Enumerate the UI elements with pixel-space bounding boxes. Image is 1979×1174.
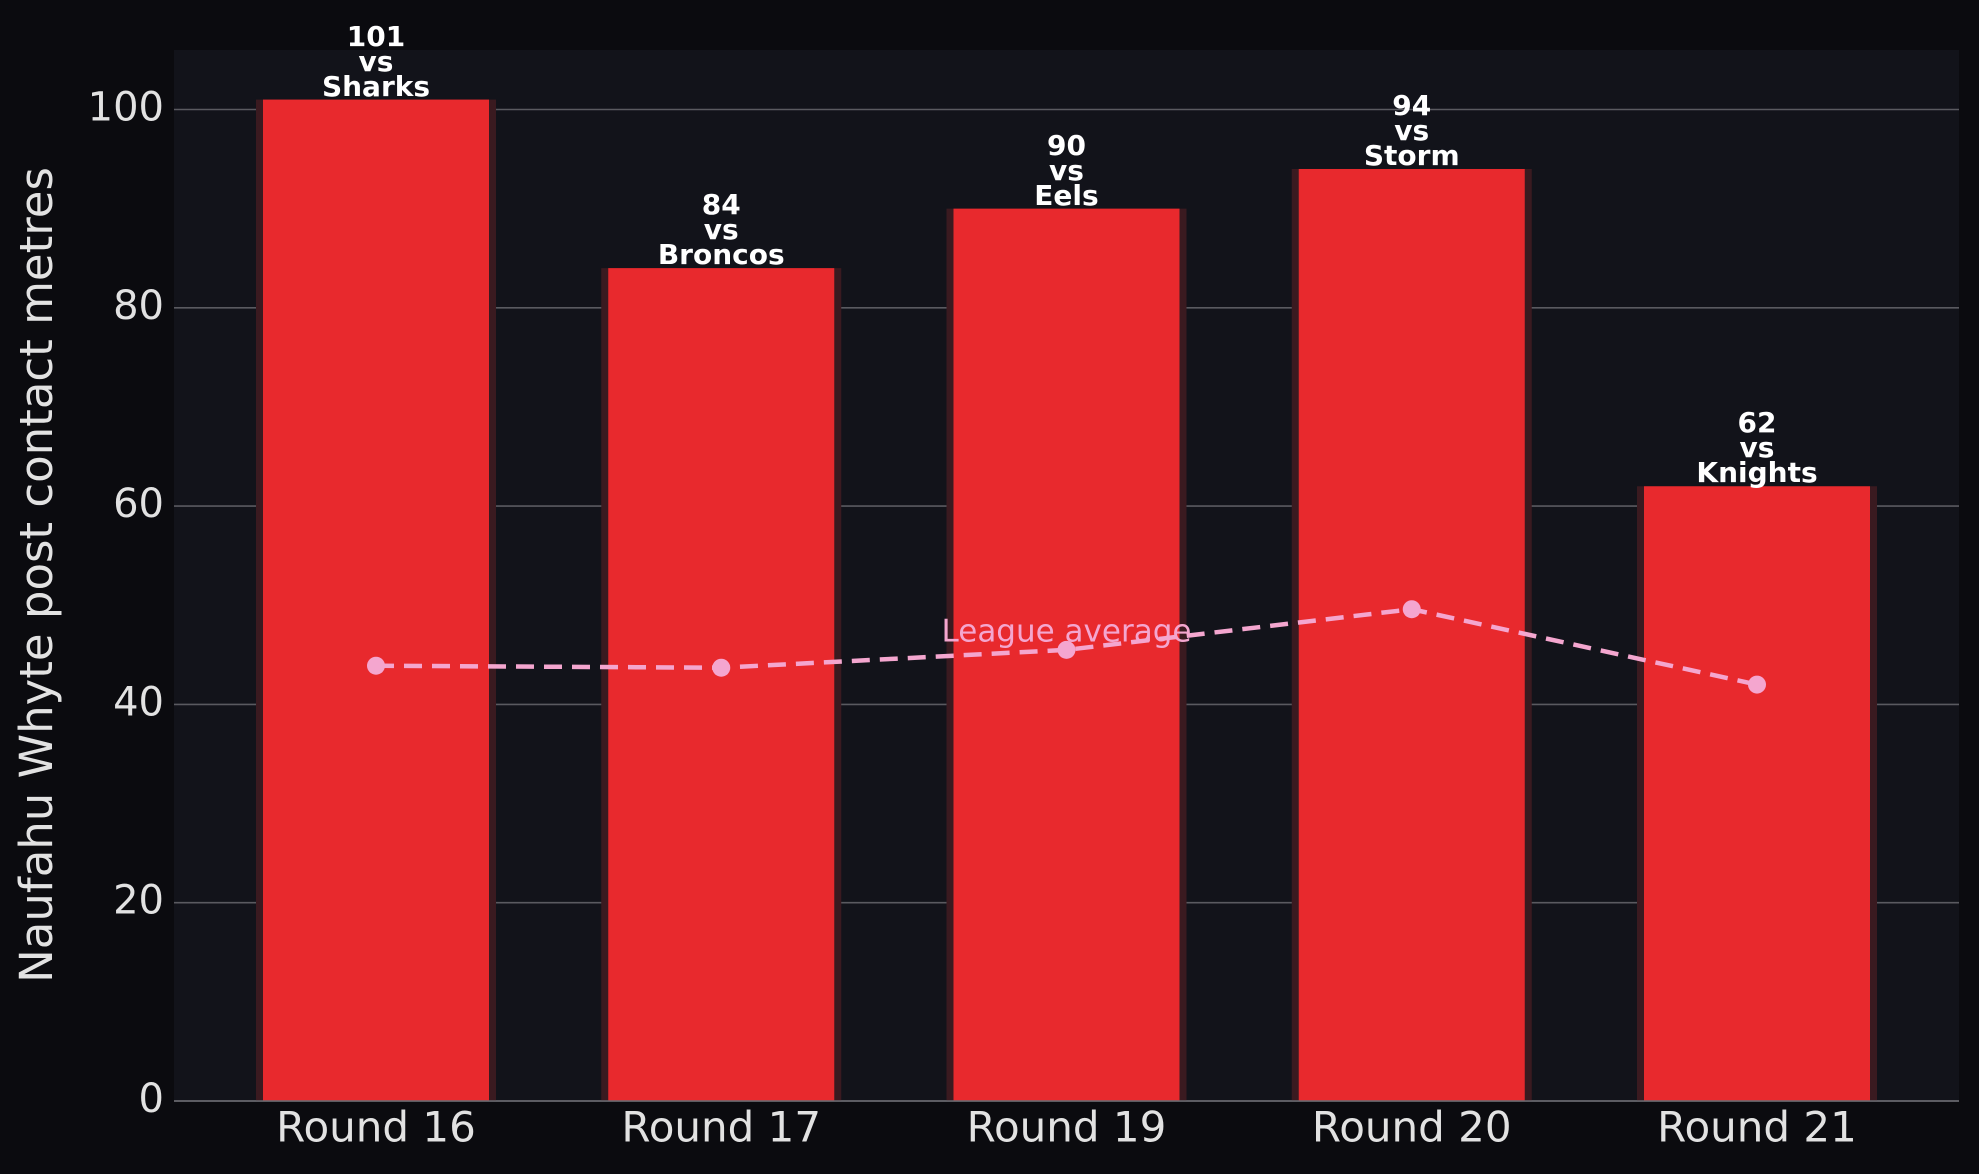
x-tick-label: Round 21 xyxy=(1657,1103,1857,1152)
x-tick-label: Round 17 xyxy=(621,1103,821,1152)
y-tick-label: 100 xyxy=(88,84,164,130)
y-tick-label: 60 xyxy=(113,481,164,527)
data-label: 90 vs Eels xyxy=(1034,128,1099,212)
average-marker xyxy=(1057,640,1076,659)
y-tick-label: 20 xyxy=(113,878,164,924)
y-tick-label: 80 xyxy=(113,283,164,329)
average-marker xyxy=(367,656,385,675)
average-label: League average xyxy=(942,613,1192,649)
x-tick-label: Round 20 xyxy=(1312,1103,1512,1152)
y-tick-label: 40 xyxy=(113,679,164,725)
data-label: 62 vs Knights xyxy=(1696,406,1818,490)
y-axis-label: Naufahu Whyte post contact metres xyxy=(10,167,63,983)
bar xyxy=(263,99,489,1102)
y-tick-label: 0 xyxy=(139,1076,164,1122)
data-label: 101 vs Sharks xyxy=(321,19,431,103)
bar xyxy=(1644,486,1870,1101)
data-label: 94 vs Storm xyxy=(1363,88,1460,172)
average-line xyxy=(375,606,1758,687)
x-tick-label: Round 16 xyxy=(276,1103,476,1152)
average-marker xyxy=(1402,600,1421,619)
average-marker xyxy=(1748,675,1766,694)
x-tick-label: Round 19 xyxy=(967,1103,1167,1152)
bar xyxy=(608,268,835,1101)
data-label: 84 vs Broncos xyxy=(657,188,785,272)
average-marker xyxy=(712,658,731,677)
bar xyxy=(1298,168,1525,1101)
